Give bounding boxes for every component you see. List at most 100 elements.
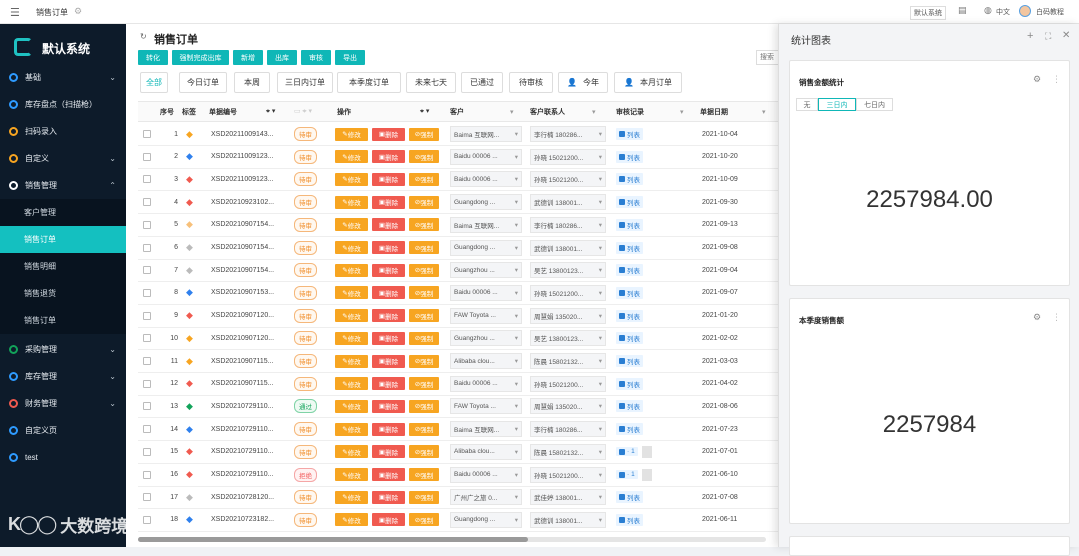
delete-button[interactable]: ▣ 删除	[372, 422, 405, 436]
customer-select[interactable]: Baima 互联网... ▾	[450, 216, 522, 233]
export-button[interactable]: 导出	[335, 50, 365, 65]
delete-button[interactable]: ▣ 删除	[372, 354, 405, 368]
contact-select[interactable]: 李行楠 180286... ▾	[530, 421, 606, 438]
force-button[interactable]: ⊘ 强制	[409, 150, 439, 164]
row-checkbox[interactable]	[143, 266, 151, 275]
review-list-button[interactable]: 列表	[616, 309, 643, 322]
force-button[interactable]: ⊘ 强制	[409, 195, 439, 209]
range-seven-days[interactable]: 七日内	[856, 98, 893, 111]
customer-select[interactable]: FAW Toyota ... ▾	[450, 307, 522, 324]
force-button[interactable]: ⊘ 强制	[409, 354, 439, 368]
order-code[interactable]: XSD20210729110...	[211, 402, 274, 410]
table-row[interactable]: 9 ◆ XSD20210907120... 待审 ✎ 修改 ▣ 删除 ⊘ 强制 FAW Toy…	[138, 305, 778, 328]
force-button[interactable]: ⊘ 强制	[409, 445, 439, 459]
table-row[interactable]: 3 ◆ XSD20211009123... 待审 ✎ 修改 ▣ 删除 ⊘ 强制 Baidu 0…	[138, 168, 778, 192]
review-list-button[interactable]: 列表	[616, 286, 643, 299]
table-row[interactable]: 18 ◆ XSD20210723182... 待审 ✎ 修改 ▣ 删除 ⊘ 强制 Guangd…	[138, 509, 778, 532]
customer-select[interactable]: Baidu 00006 ... ▾	[450, 284, 522, 301]
delete-button[interactable]: ▣ 删除	[372, 377, 405, 391]
row-checkbox[interactable]	[143, 288, 151, 297]
customer-select[interactable]: FAW Toyota ... ▾	[450, 398, 522, 415]
review-list-button[interactable]: 列表	[616, 355, 643, 367]
tab-today[interactable]: 今日订单	[179, 72, 227, 93]
review-list-button[interactable]: 列表	[616, 377, 643, 390]
row-checkbox[interactable]	[143, 220, 151, 229]
force-button[interactable]: ⊘ 强制	[409, 331, 439, 345]
customer-select[interactable]: Guangzhou ... ▾	[450, 262, 522, 279]
force-button[interactable]: ⊘ 强制	[409, 172, 439, 186]
order-code[interactable]: XSD20210907154...	[211, 221, 275, 229]
dropdown-icon[interactable]: ▾	[510, 108, 514, 116]
table-row[interactable]: 8 ◆ XSD20210907153... 待审 ✎ 修改 ▣ 删除 ⊘ 强制 Baidu 0…	[138, 282, 778, 305]
col-code[interactable]: 单据编号	[209, 108, 237, 116]
contact-select[interactable]: 周慧娟 135020... ▾	[530, 307, 606, 324]
row-checkbox[interactable]	[143, 311, 151, 320]
customer-select[interactable]: Baidu 00006 ... ▾	[450, 466, 522, 483]
order-code[interactable]: XSD20210907154...	[211, 244, 275, 251]
row-checkbox[interactable]	[143, 425, 151, 434]
edit-button[interactable]: ✎ 修改	[335, 309, 368, 323]
force-button[interactable]: ⊘ 强制	[409, 399, 439, 413]
sidebar-sub-sales-return[interactable]: 销售退货	[0, 280, 126, 307]
customer-select[interactable]: Baima 互联网... ▾	[450, 126, 522, 142]
edit-button[interactable]: ✎ 修改	[335, 263, 368, 277]
contact-select[interactable]: 武德训 138001... ▾	[530, 511, 606, 528]
delete-button[interactable]: ▣ 删除	[372, 445, 405, 459]
sidebar-item-purchase[interactable]: 采购管理 ⌄	[0, 336, 126, 363]
contact-select[interactable]: 孙晓 15021200... ▾	[530, 466, 606, 483]
tab-three-days[interactable]: 三日内订单	[277, 72, 333, 93]
sidebar-sub-sales-order-2[interactable]: 销售订单	[0, 307, 126, 334]
drag-handle-icon[interactable]: ⋮	[1052, 312, 1061, 322]
sidebar-sub-customers[interactable]: 客户管理	[0, 199, 126, 226]
table-row[interactable]: 2 ◆ XSD20211009123... 待审 ✎ 修改 ▣ 删除 ⊘ 强制 Baidu 0…	[138, 146, 778, 169]
tab-this-year[interactable]: 👤 今年	[558, 72, 608, 93]
contact-select[interactable]: 陈晨 15802132... ▾	[530, 443, 606, 460]
convert-button[interactable]: 转化	[138, 50, 168, 65]
order-code[interactable]: XSD20210729110...	[211, 448, 274, 456]
tab-settings-icon[interactable]: ⚙	[74, 6, 83, 16]
range-none[interactable]: 无	[796, 98, 818, 111]
row-checkbox[interactable]	[143, 379, 151, 388]
fullscreen-icon[interactable]: ⛶	[1045, 31, 1052, 41]
contact-select[interactable]: 周慧娟 135020... ▾	[530, 398, 606, 415]
tab-all[interactable]: 全部	[140, 72, 168, 93]
sort-icon[interactable]: ⌖ ▾	[266, 108, 276, 115]
customer-select[interactable]: Baidu 00006 ... ▾	[450, 171, 522, 188]
review-list-button[interactable]: 列表	[616, 513, 643, 526]
force-button[interactable]: ⊘ 强制	[409, 513, 439, 527]
outbound-button[interactable]: 出库	[267, 50, 297, 65]
row-checkbox[interactable]	[143, 243, 151, 252]
table-row[interactable]: 16 ◆ XSD20210729110... 拒绝 ✎ 修改 ▣ 删除 ⊘ 强制 Baidu …	[138, 464, 778, 487]
sidebar-item-custom[interactable]: 自定义 ⌄	[0, 145, 126, 172]
tab-quarter[interactable]: 本季度订单	[337, 72, 401, 93]
customer-select[interactable]: Guangzhou ... ▾	[450, 330, 522, 347]
tab-approved[interactable]: 已通过	[461, 72, 503, 93]
force-button[interactable]: ⊘ 强制	[409, 377, 439, 391]
table-row[interactable]: 17 ◆ XSD20210728120... 待审 ✎ 修改 ▣ 删除 ⊘ 强制 广州广之旅 …	[138, 486, 778, 510]
customer-select[interactable]: Guangdong ... ▾	[450, 511, 522, 528]
edit-button[interactable]: ✎ 修改	[335, 354, 368, 368]
table-row[interactable]: 10 ◆ XSD20210907120... 待审 ✎ 修改 ▣ 删除 ⊘ 强制 Guangz…	[138, 327, 778, 351]
table-row[interactable]: 1 ◆ XSD20211009143... 待审 ✎ 修改 ▣ 删除 ⊘ 强制 Baima 互…	[138, 123, 778, 146]
edit-button[interactable]: ✎ 修改	[335, 241, 368, 254]
col-customer[interactable]: 客户	[450, 108, 464, 116]
order-code[interactable]: XSD20210907115...	[211, 357, 274, 365]
review-list-button[interactable]: 列表	[616, 241, 643, 254]
delete-button[interactable]: ▣ 删除	[372, 195, 405, 209]
sort-icon[interactable]: ⌖ ▾	[420, 108, 430, 115]
gear-icon[interactable]: ⚙	[1033, 312, 1042, 322]
edit-button[interactable]: ✎ 修改	[335, 377, 368, 391]
delete-button[interactable]: ▣ 删除	[372, 218, 405, 232]
delete-button[interactable]: ▣ 删除	[372, 150, 405, 164]
contact-select[interactable]: 武德训 138001... ▾	[530, 239, 606, 256]
edit-button[interactable]: ✎ 修改	[335, 331, 368, 345]
customer-select[interactable]: Baidu 00006 ... ▾	[450, 375, 522, 392]
edit-button[interactable]: ✎ 修改	[335, 127, 368, 141]
force-button[interactable]: ⊘ 强制	[409, 309, 439, 323]
force-button[interactable]: ⊘ 强制	[409, 286, 439, 300]
delete-button[interactable]: ▣ 删除	[372, 513, 405, 527]
table-row[interactable]: 6 ◆ XSD20210907154... 待审 ✎ 修改 ▣ 删除 ⊘ 强制 Guangdo…	[138, 237, 778, 260]
contact-select[interactable]: 武德训 138001... ▾	[530, 194, 606, 211]
order-code[interactable]: XSD20210907153...	[211, 289, 275, 297]
delete-button[interactable]: ▣ 删除	[372, 468, 405, 481]
